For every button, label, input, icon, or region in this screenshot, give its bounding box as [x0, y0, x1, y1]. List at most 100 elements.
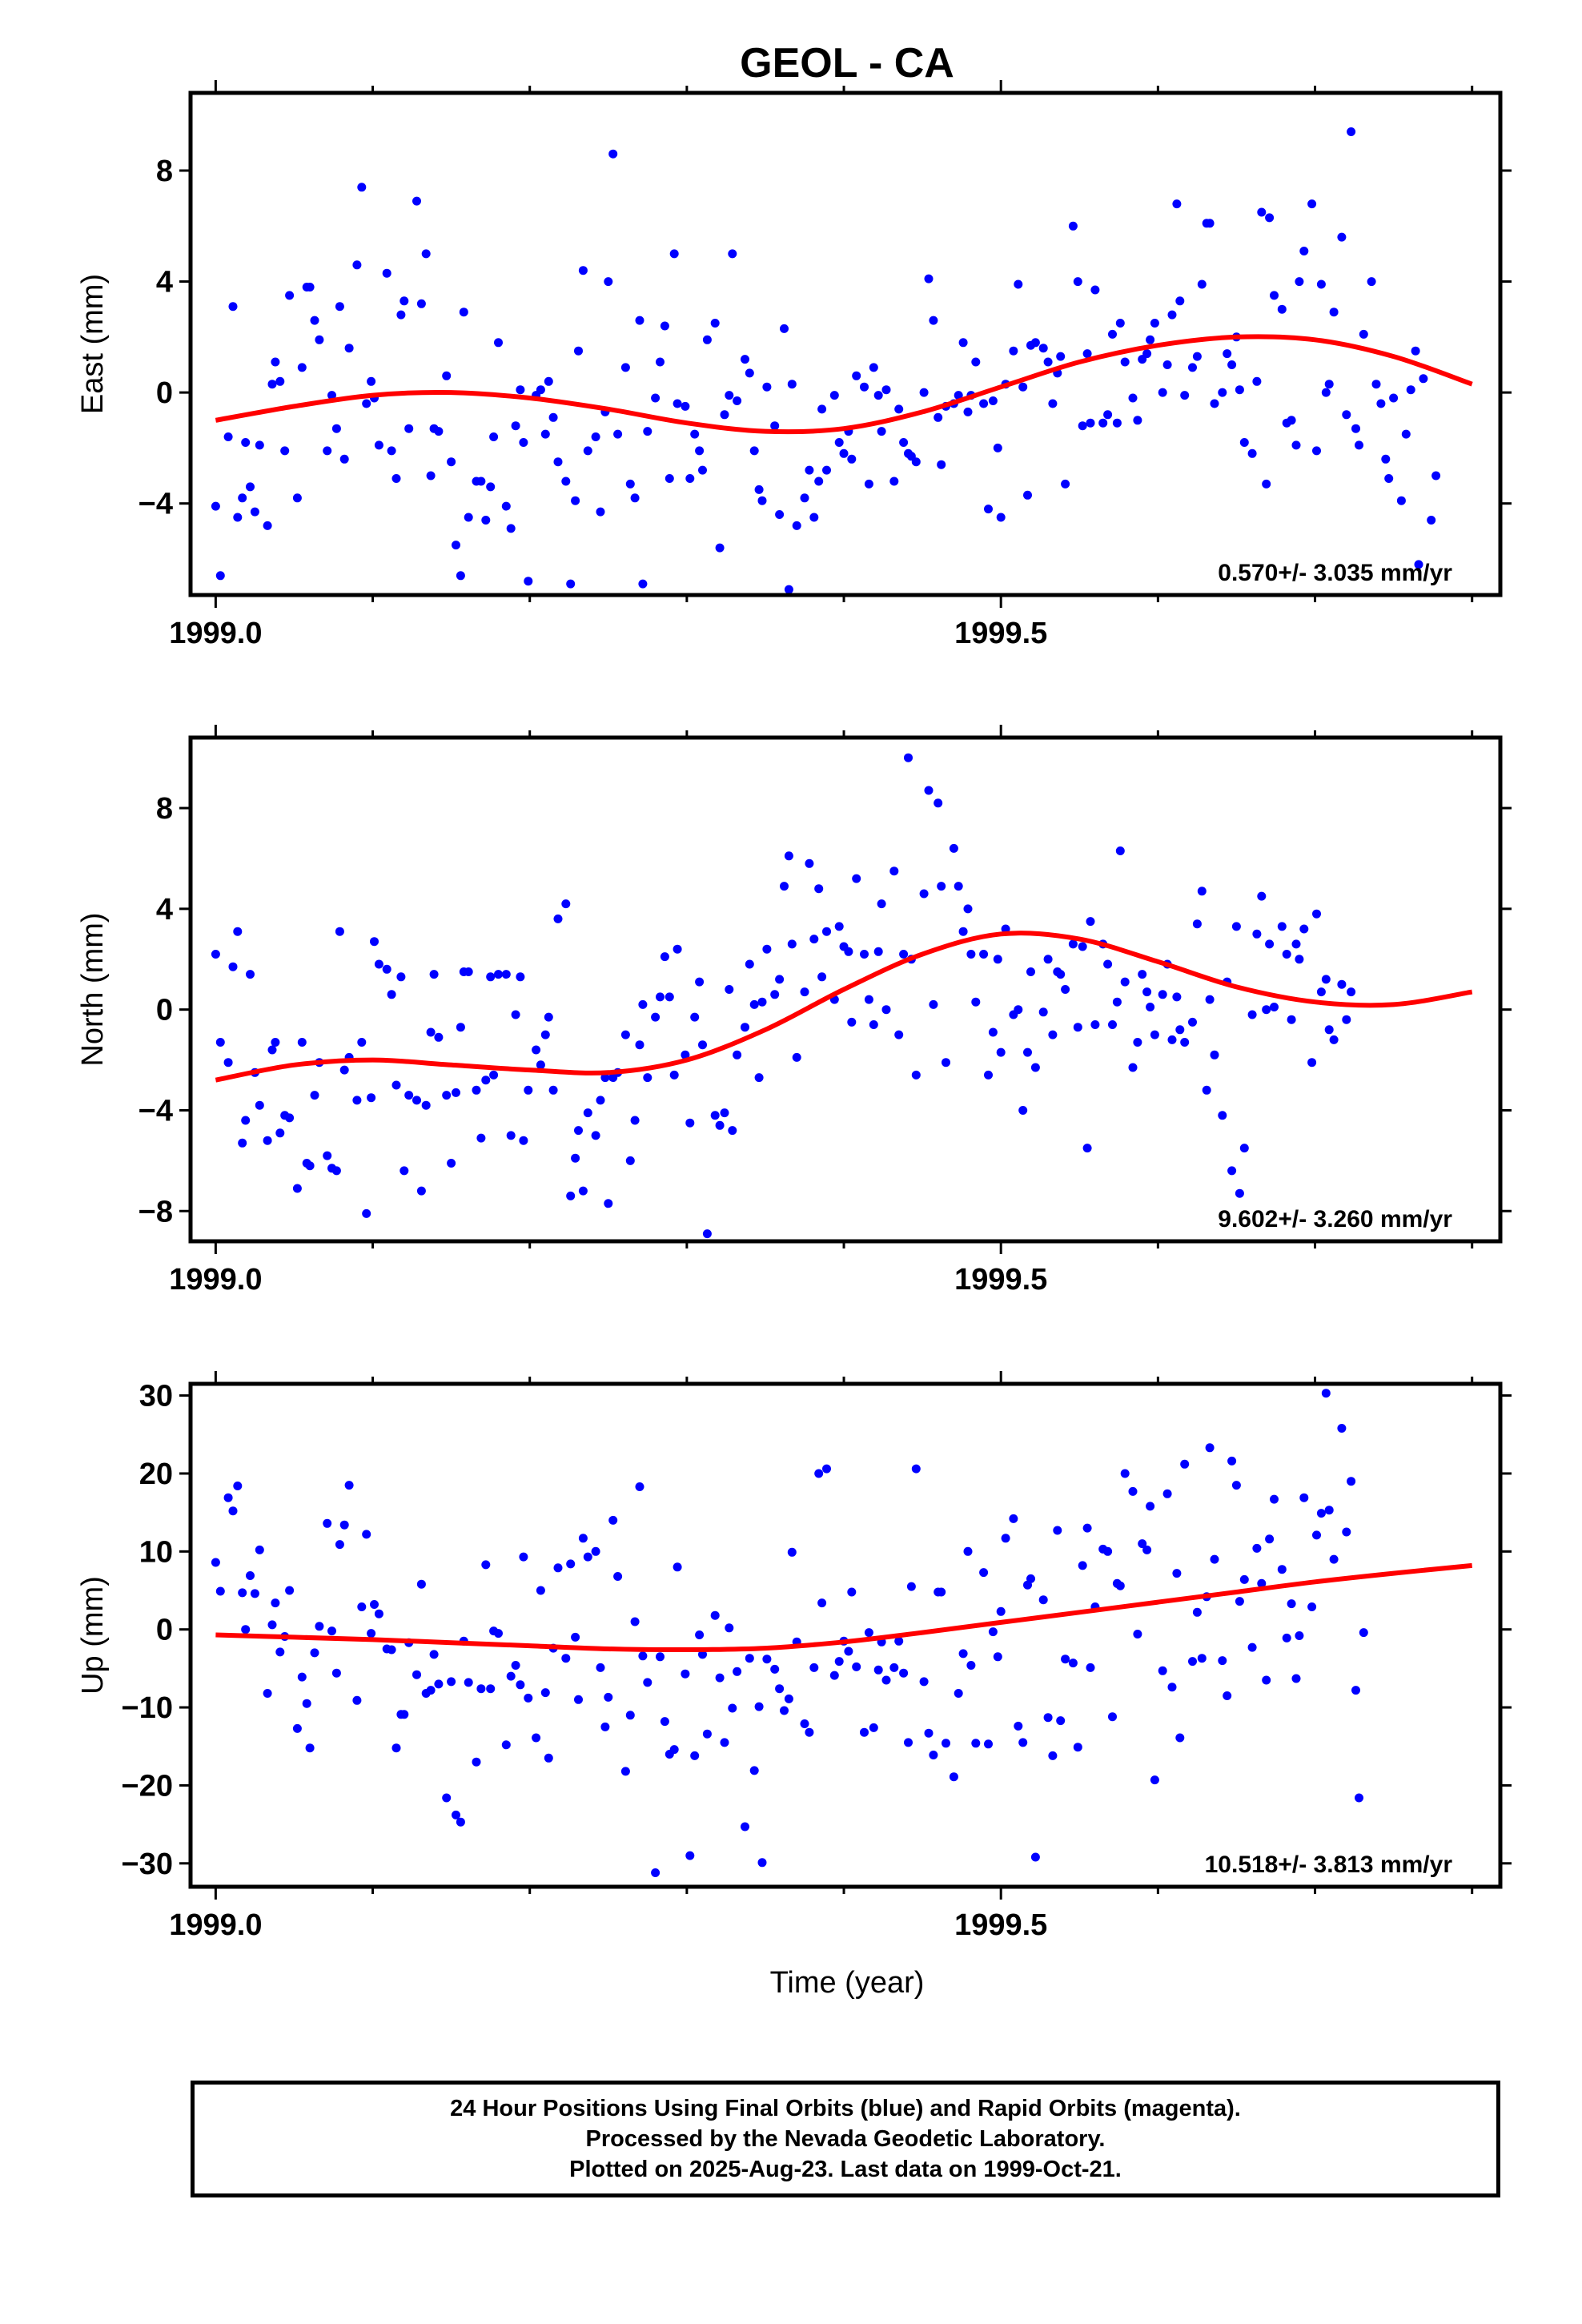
north-data-point	[1026, 967, 1035, 976]
up-data-point	[566, 1559, 576, 1569]
north-data-point	[971, 997, 981, 1007]
north-data-point	[1427, 0, 1435, 5]
north-data-point	[1043, 955, 1053, 964]
east-data-point	[873, 391, 883, 400]
up-data-point	[1359, 1628, 1368, 1638]
north-data-point	[834, 922, 844, 931]
north-fit-curve	[215, 931, 1473, 1083]
north-data-point	[501, 970, 511, 979]
up-data-point	[223, 1493, 233, 1502]
east-data-point	[434, 427, 444, 436]
up-data-point	[741, 1822, 749, 1831]
east-data-point	[367, 376, 376, 386]
north-y-tick-label: 0	[156, 994, 173, 1027]
north-data-point	[1115, 846, 1125, 855]
north-data-point	[1312, 909, 1321, 919]
east-data-point	[1381, 454, 1391, 464]
north-data-point	[1355, 0, 1363, 5]
east-data-point	[1466, 0, 1475, 5]
east-data-point	[1419, 374, 1428, 384]
north-data-point	[919, 889, 929, 899]
east-data-point	[211, 501, 220, 511]
up-data-point	[1120, 1469, 1130, 1478]
north-data-point	[881, 1005, 891, 1015]
up-data-point	[669, 1745, 679, 1755]
north-data-point	[1381, 0, 1390, 5]
east-data-point	[979, 399, 989, 408]
up-data-point	[327, 1626, 336, 1636]
north-data-point	[1023, 1047, 1032, 1057]
up-data-point	[553, 1563, 563, 1573]
north-data-point	[899, 950, 909, 959]
east-data-point	[665, 474, 674, 483]
north-data-point	[877, 899, 886, 909]
east-data-point	[1476, 0, 1484, 5]
east-y-axis-label: East (mm)	[76, 274, 110, 414]
north-data-point	[1180, 1038, 1190, 1047]
up-data-point	[906, 1582, 916, 1591]
east-data-point	[1108, 329, 1117, 339]
up-data-point	[1407, 0, 1415, 5]
east-data-point	[357, 183, 367, 192]
north-data-point	[656, 992, 665, 1002]
north-data-point	[1337, 979, 1347, 989]
east-data-point	[1082, 349, 1092, 359]
up-data-point	[285, 1586, 295, 1595]
east-data-point	[1396, 496, 1406, 505]
up-data-point	[1014, 1721, 1023, 1731]
north-data-point	[630, 1116, 640, 1125]
east-data-point	[805, 465, 814, 475]
up-data-point	[339, 1520, 349, 1530]
up-data-point	[979, 1568, 989, 1578]
east-data-point	[1172, 199, 1182, 209]
position-timeseries-svg: GEOL - CA −4 0 4 8 1999.0 1999.5 East (mm) 0.57…	[76, 0, 1512, 2000]
up-data-point	[1026, 1574, 1035, 1583]
up-data-point	[889, 1663, 899, 1672]
up-data-point	[1108, 1712, 1117, 1722]
north-data-point	[1227, 1166, 1237, 1176]
north-data-point	[519, 1136, 528, 1145]
east-data-point	[695, 446, 705, 456]
up-data-point	[754, 1702, 764, 1711]
up-data-point	[600, 1722, 610, 1731]
east-data-point	[1142, 349, 1152, 359]
north-data-point	[574, 1126, 583, 1136]
east-data-point	[327, 391, 336, 400]
up-data-point	[834, 1657, 844, 1667]
east-data-point	[984, 505, 993, 514]
east-data-point	[749, 446, 759, 456]
east-data-point	[271, 357, 280, 367]
up-data-point	[1078, 1561, 1087, 1570]
north-data-point	[416, 1186, 426, 1196]
up-data-point	[869, 1723, 878, 1732]
east-data-point	[681, 401, 690, 411]
up-data-point	[1223, 1691, 1232, 1700]
north-data-point	[720, 1108, 729, 1118]
up-data-point	[374, 1609, 383, 1618]
north-data-point	[620, 1030, 630, 1039]
up-data-point	[472, 1757, 481, 1767]
east-data-point	[613, 429, 623, 439]
north-data-point	[571, 1153, 580, 1163]
east-data-point	[486, 482, 496, 492]
north-data-point	[625, 1156, 635, 1165]
east-data-point	[255, 440, 264, 450]
north-data-point	[924, 786, 934, 795]
north-data-point	[1146, 1003, 1155, 1011]
up-data-point	[1389, 0, 1398, 5]
east-data-point	[1146, 335, 1155, 344]
north-data-point	[725, 985, 734, 994]
north-data-point	[643, 1073, 652, 1083]
up-data-point	[574, 1695, 583, 1704]
up-data-point	[919, 1677, 929, 1687]
east-rate-label: 0.570+/- 3.035 mm/yr	[1218, 560, 1452, 586]
north-data-point	[869, 1020, 878, 1029]
east-data-point	[1270, 291, 1279, 300]
north-data-point	[685, 1118, 695, 1128]
north-data-point	[749, 999, 759, 1009]
east-data-point	[651, 393, 661, 403]
up-data-point	[604, 1692, 613, 1702]
up-data-point	[1419, 0, 1427, 5]
east-data-point	[297, 363, 307, 372]
north-data-point	[596, 1096, 605, 1105]
